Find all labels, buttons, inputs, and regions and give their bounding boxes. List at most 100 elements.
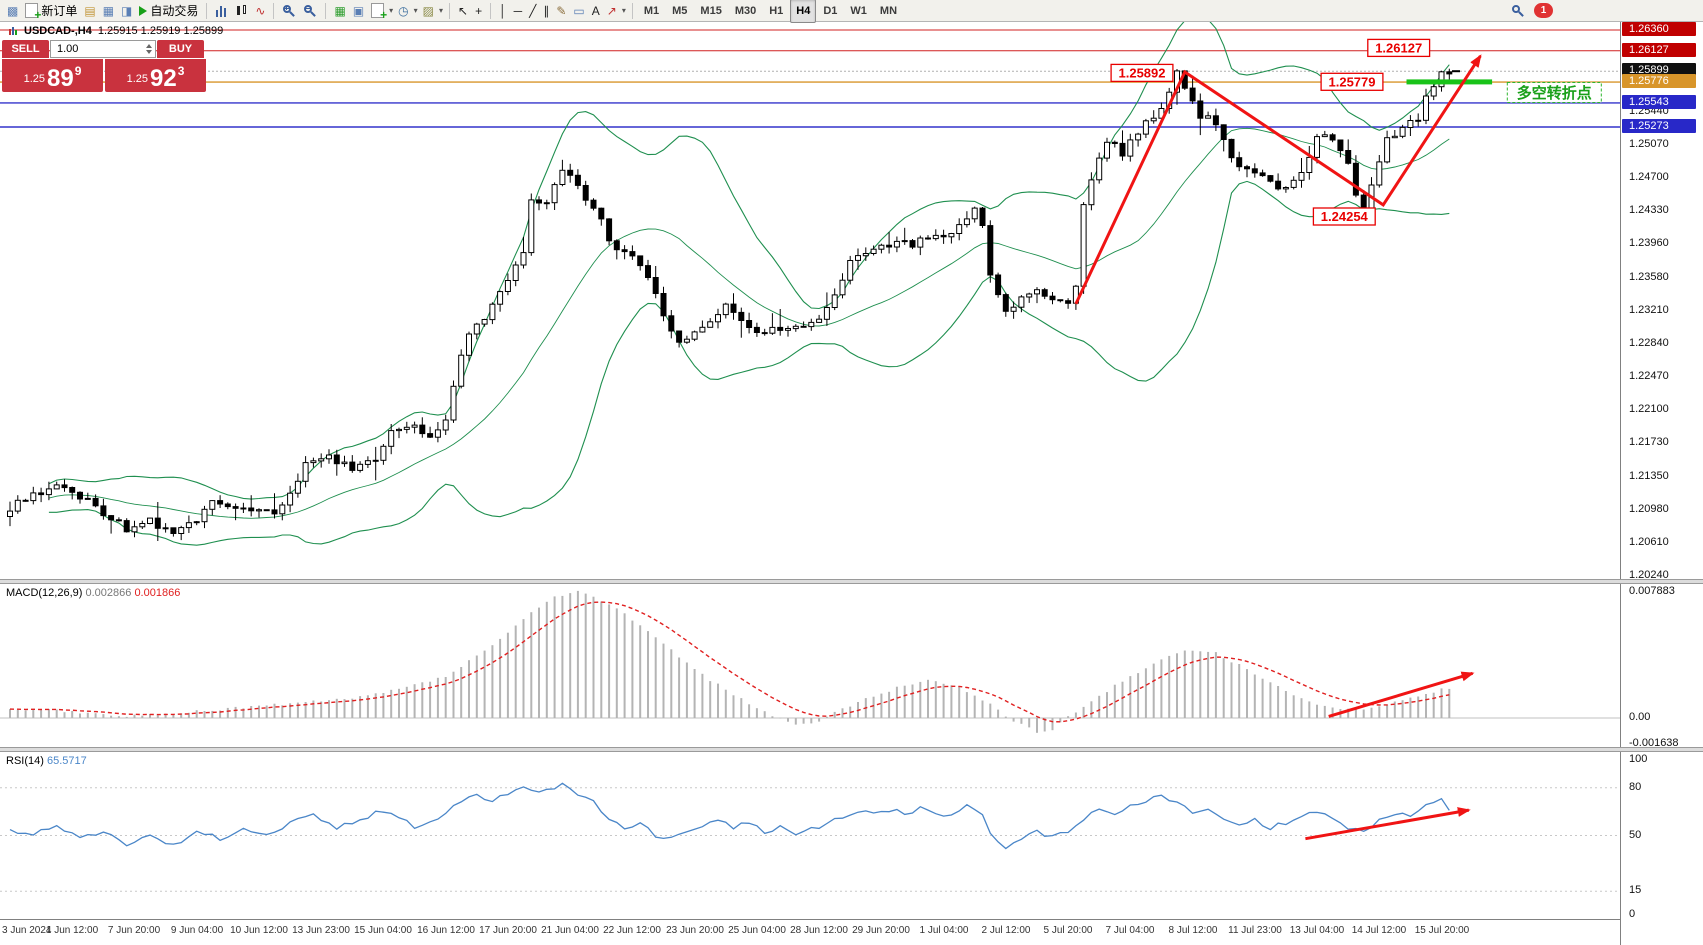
rsi-axis-label[interactable]: 80 <box>1629 781 1642 793</box>
price-tick[interactable]: 1.22100 <box>1629 403 1669 415</box>
panel-separator[interactable] <box>0 579 1703 584</box>
support-line-green[interactable] <box>1406 79 1493 85</box>
time-label: 8 Jul 12:00 <box>1168 925 1218 936</box>
price-tick[interactable]: 1.21350 <box>1629 470 1669 482</box>
timeframe-d1[interactable]: D1 <box>823 4 838 17</box>
line-chart-icon[interactable]: ∿ <box>252 1 268 21</box>
volume-input[interactable]: 1.00 <box>50 40 156 58</box>
timeframe-m15[interactable]: M15 <box>700 4 722 17</box>
text-icon[interactable]: A <box>589 1 603 21</box>
price-tick[interactable]: 1.24330 <box>1629 204 1669 216</box>
price-tick[interactable]: 1.23960 <box>1629 237 1669 249</box>
trendline-icon[interactable]: ╱ <box>526 1 539 21</box>
volume-up-icon[interactable] <box>146 44 152 48</box>
app-icon[interactable]: ▩ <box>4 1 21 21</box>
autotrading-button[interactable]: 自动交易 <box>136 1 201 21</box>
price-tick[interactable]: 1.22470 <box>1629 370 1669 382</box>
rsi-axis-label[interactable]: 100 <box>1629 753 1648 765</box>
price-chip-1.26127[interactable]: 1.26127 <box>1622 43 1696 57</box>
price-annotation-1.25892[interactable]: 1.25892 <box>1110 63 1174 83</box>
indicators-dropdown[interactable]: ▾ <box>389 6 394 15</box>
trend-zigzag-arrow[interactable] <box>1074 54 1482 305</box>
shapes-icon[interactable]: ▭ <box>570 1 587 21</box>
navigator-icon[interactable]: ◨ <box>118 1 135 21</box>
periods-dropdown[interactable]: ▾ <box>413 6 418 15</box>
price-tick[interactable]: 1.24700 <box>1629 171 1669 183</box>
price-tick[interactable]: 1.21730 <box>1629 436 1669 448</box>
price-tick[interactable]: 1.22840 <box>1629 337 1669 349</box>
sell-price-button[interactable]: 1.25 89 9 <box>2 59 103 92</box>
periods-icon[interactable]: ◷ <box>395 1 411 21</box>
profiles-icon[interactable]: ▤ <box>81 1 98 21</box>
turning-point-label[interactable]: 多空转折点 <box>1506 82 1602 103</box>
timeframe-m30[interactable]: M30 <box>734 4 757 17</box>
macd-trend-arrow[interactable] <box>1328 671 1475 718</box>
shapes-dropdown[interactable]: ▾ <box>621 6 626 15</box>
panel-separator[interactable] <box>0 747 1703 752</box>
zoom-out-icon[interactable] <box>300 1 320 21</box>
search-icon[interactable] <box>1508 1 1528 21</box>
price-chart[interactable]: 1.25892 1.26127 1.25779 1.24254 多空转折点 <box>0 22 1620 579</box>
buy-button[interactable]: BUY <box>157 40 204 58</box>
cascade-windows-icon[interactable]: ▣ <box>350 1 367 21</box>
macd-axis-label[interactable]: 0.007883 <box>1629 585 1675 597</box>
timeframe-w1[interactable]: W1 <box>850 4 867 17</box>
indicators-icon-glyph <box>371 3 387 22</box>
fibonacci-icon[interactable]: ✎ <box>553 1 569 21</box>
volume-down-icon[interactable] <box>146 50 152 54</box>
crosshair-icon[interactable]: + <box>472 1 485 21</box>
price-axis[interactable]: 1.25440 1.25070 1.24700 1.24330 1.23960 1.235… <box>1620 22 1703 945</box>
price-tick[interactable]: 1.23210 <box>1629 304 1669 316</box>
timeframe-m5[interactable]: M5 <box>672 4 688 17</box>
channel-icon[interactable]: ∥ <box>540 1 552 21</box>
indicators-icon[interactable] <box>368 1 387 22</box>
chart-mini-icon <box>8 26 18 36</box>
volume-value[interactable]: 1.00 <box>57 43 79 55</box>
one-click-trading-panel[interactable]: SELL 1.00 BUY 1.25 89 9 1.25 92 3 <box>2 40 206 92</box>
timeframe-h4[interactable]: H4 <box>790 0 817 23</box>
price-chip-1.25543[interactable]: 1.25543 <box>1622 95 1696 109</box>
time-axis[interactable]: 3 Jun 2021 4 Jun 12:00 7 Jun 20:00 9 Jun 04… <box>0 919 1620 945</box>
price-tick[interactable]: 1.20240 <box>1629 569 1669 581</box>
rsi-panel[interactable] <box>0 752 1620 919</box>
time-label: 16 Jun 12:00 <box>417 925 475 936</box>
price-chip-1.25776[interactable]: 1.25776 <box>1622 74 1696 88</box>
rsi-trend-arrow[interactable] <box>1305 807 1471 841</box>
macd-panel[interactable] <box>0 584 1620 747</box>
rsi-axis-label[interactable]: 50 <box>1629 829 1642 841</box>
macd-axis-label[interactable]: 0.00 <box>1629 711 1651 723</box>
market-watch-icon[interactable]: ▦ <box>100 1 117 21</box>
horizontal-line-icon[interactable]: ─ <box>511 1 526 21</box>
price-chip-1.26360[interactable]: 1.26360 <box>1622 22 1696 36</box>
notification-badge[interactable]: 1 <box>1534 3 1553 18</box>
rsi-axis-label[interactable]: 0 <box>1629 908 1636 920</box>
price-chip-1.25899[interactable]: 1.25899 <box>1622 63 1696 77</box>
price-tick[interactable]: 1.23580 <box>1629 271 1669 283</box>
zoom-in-icon[interactable] <box>279 1 299 21</box>
macd-axis-label[interactable]: -0.001638 <box>1629 737 1679 749</box>
volume-stepper[interactable] <box>146 44 152 54</box>
vertical-line-icon[interactable]: │ <box>496 1 510 21</box>
price-tick[interactable]: 1.25070 <box>1629 138 1669 150</box>
cursor-icon[interactable]: ↖ <box>455 1 471 21</box>
price-chip-1.25273[interactable]: 1.25273 <box>1622 119 1696 133</box>
price-tick[interactable]: 1.20980 <box>1629 503 1669 515</box>
timeframe-h1[interactable]: H1 <box>769 4 784 17</box>
sell-button[interactable]: SELL <box>2 40 49 58</box>
buy-price-button[interactable]: 1.25 92 3 <box>105 59 206 92</box>
new-order-button[interactable]: 新订单 <box>22 1 80 22</box>
toolbar-separator <box>273 2 275 19</box>
price-annotation-1.25779[interactable]: 1.25779 <box>1320 72 1384 91</box>
candle-chart-icon[interactable] <box>232 1 251 21</box>
timeframe-m1[interactable]: M1 <box>643 4 660 17</box>
rsi-axis-label[interactable]: 15 <box>1629 884 1642 896</box>
price-annotation-1.26127[interactable]: 1.26127 <box>1367 38 1431 58</box>
tile-windows-icon[interactable]: ▦ <box>331 1 348 21</box>
templates-dropdown[interactable]: ▾ <box>439 6 444 15</box>
timeframe-mn[interactable]: MN <box>879 4 898 17</box>
bar-chart-icon[interactable] <box>212 1 231 21</box>
price-annotation-1.24254[interactable]: 1.24254 <box>1312 207 1376 226</box>
arrow-tool-icon[interactable]: ↗ <box>604 1 620 21</box>
templates-icon[interactable]: ▨ <box>420 1 437 21</box>
price-tick[interactable]: 1.20610 <box>1629 536 1669 548</box>
